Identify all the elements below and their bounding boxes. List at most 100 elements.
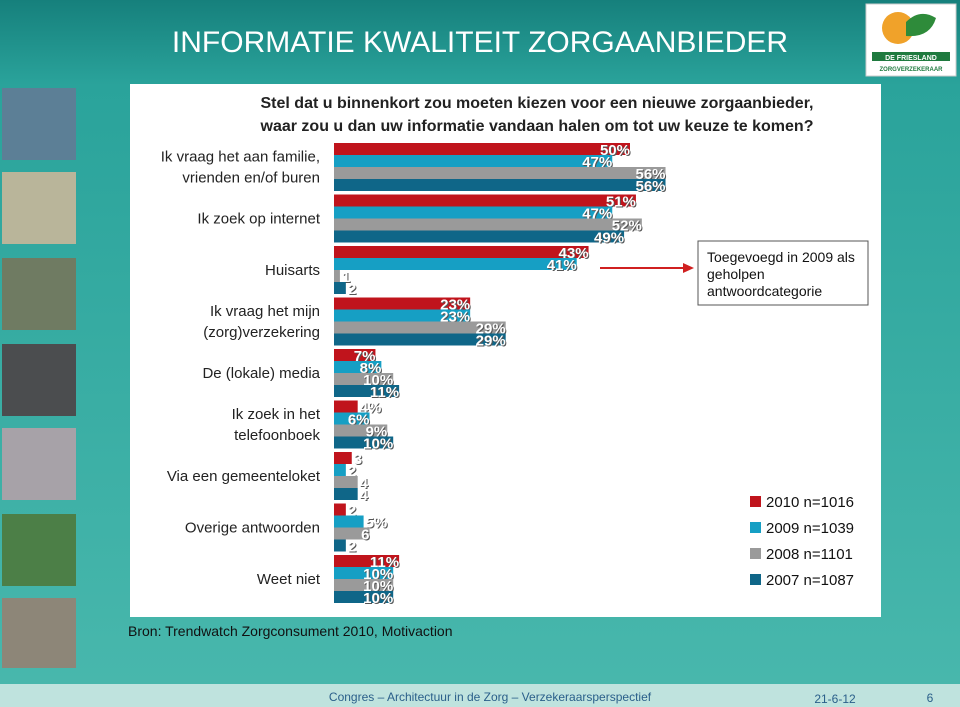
value-label: 4: [360, 487, 369, 504]
category-label: Via een gemeenteloket: [167, 468, 321, 485]
bar: [334, 515, 364, 528]
value-label-shadow: 49%: [595, 231, 625, 248]
bar: [334, 476, 358, 488]
bar: [334, 143, 630, 155]
bar: [334, 452, 352, 464]
value-label: 56%: [635, 178, 665, 195]
bar: [334, 385, 400, 397]
legend-swatch: [750, 548, 761, 559]
value-label-shadow: 5%: [367, 516, 389, 533]
value-label: 49%: [594, 230, 624, 247]
value-label-shadow: 56%: [636, 179, 666, 196]
footer: Congres – Architectuur in de Zorg – Verz…: [329, 690, 652, 704]
bar: [334, 436, 394, 449]
value-label: 10%: [363, 436, 393, 453]
annotation: Toegevoegd in 2009 als geholpen antwoordca…: [707, 249, 855, 299]
bar: [334, 579, 394, 591]
value-label: 10%: [363, 578, 393, 595]
annotation-arrow: [683, 263, 694, 273]
value-label: 10%: [363, 566, 393, 583]
logo-text: DE FRIESLAND: [885, 55, 937, 62]
value-label: 4%: [360, 400, 382, 417]
category-label: Ik vraag het aan familie, vrienden en/of …: [161, 149, 320, 187]
source: Bron: Trendwatch Zorgconsument 2010, Mot…: [128, 623, 453, 639]
bar: [334, 424, 388, 437]
value-label: 2: [348, 281, 356, 298]
value-label: 1: [342, 269, 350, 286]
value-label: 41%: [547, 257, 577, 274]
legend-swatch: [750, 574, 761, 585]
value-label: 11%: [370, 384, 399, 401]
value-label-shadow: 2: [349, 540, 357, 557]
chart-subtitle: waar zou u dan uw informatie vandaan hal…: [260, 118, 814, 135]
value-label: 5%: [366, 515, 388, 532]
bar: [334, 309, 471, 322]
photos: [2, 88, 76, 668]
value-label-shadow: 2: [349, 504, 357, 521]
value-label-shadow: 2: [349, 464, 357, 481]
category-label: Weet niet: [257, 571, 321, 588]
bar: [334, 321, 506, 334]
legend-label: 2010 n=1016: [766, 494, 854, 511]
value-label-shadow: 4: [361, 476, 370, 493]
value-label: 7%: [354, 348, 376, 365]
category-label: Huisarts: [265, 262, 320, 279]
bar: [334, 270, 340, 282]
bar: [334, 333, 506, 346]
value-label: 29%: [476, 333, 506, 350]
bar: [334, 503, 346, 516]
value-label: 9%: [366, 424, 388, 441]
legend-label: 2007 n=1087: [766, 572, 854, 589]
footer-page: 6: [927, 691, 934, 705]
legend-label: 2008 n=1101: [766, 546, 853, 563]
value-label: 2: [348, 503, 356, 520]
bar: [334, 539, 346, 552]
chart-title: Stel dat u binnenkort zou moeten kiezen …: [261, 95, 814, 112]
category-label: Overige antwoorden: [185, 520, 320, 537]
value-label: 23%: [440, 297, 470, 314]
value-label-shadow: 6: [362, 528, 370, 545]
value-label: 2: [348, 539, 356, 556]
bar: [334, 555, 400, 567]
legend-label: 2009 n=1039: [766, 520, 854, 537]
category-label: De (lokale) media: [202, 365, 320, 382]
slide-title: INFORMATIE KWALITEIT ZORGAANBIEDER: [172, 26, 788, 59]
value-label-shadow: 41%: [548, 258, 578, 275]
category-label: Ik vraag het mijn (zorg)verzekering: [203, 303, 320, 341]
bar: [334, 349, 376, 361]
bar: [334, 282, 346, 294]
value-label-shadow: 10%: [364, 437, 394, 454]
bar: [334, 167, 666, 179]
bar: [334, 412, 370, 425]
legend-swatch: [750, 496, 761, 507]
value-label: 47%: [582, 154, 612, 171]
footer-bar: [0, 684, 960, 707]
logo-text: ZORGVERZEKERAAR: [879, 67, 943, 73]
bar: [334, 464, 346, 476]
value-label: 10%: [363, 372, 393, 389]
bar: [334, 488, 358, 500]
bar: [334, 567, 394, 579]
bar: [334, 591, 394, 603]
value-label-shadow: 11%: [371, 385, 400, 402]
value-label: 6: [361, 527, 369, 544]
bar: [334, 206, 613, 219]
category-label: Ik zoek in het telefoonboek: [232, 406, 321, 444]
annotation-box: [697, 240, 869, 306]
value-label: 52%: [612, 218, 642, 235]
bar: [334, 258, 577, 270]
value-label-shadow: 2: [349, 282, 357, 299]
value-label: 10%: [363, 590, 393, 607]
value-label: 56%: [635, 166, 665, 183]
value-label-shadow: 10%: [364, 591, 394, 608]
value-label: 50%: [600, 142, 630, 159]
category-label: Ik zoek op internet: [197, 211, 320, 228]
value-label: 43%: [559, 245, 589, 262]
bar: [334, 373, 394, 385]
value-label: 23%: [440, 309, 470, 326]
bar: [334, 218, 642, 231]
bar: [334, 194, 636, 207]
bar: [334, 246, 589, 258]
